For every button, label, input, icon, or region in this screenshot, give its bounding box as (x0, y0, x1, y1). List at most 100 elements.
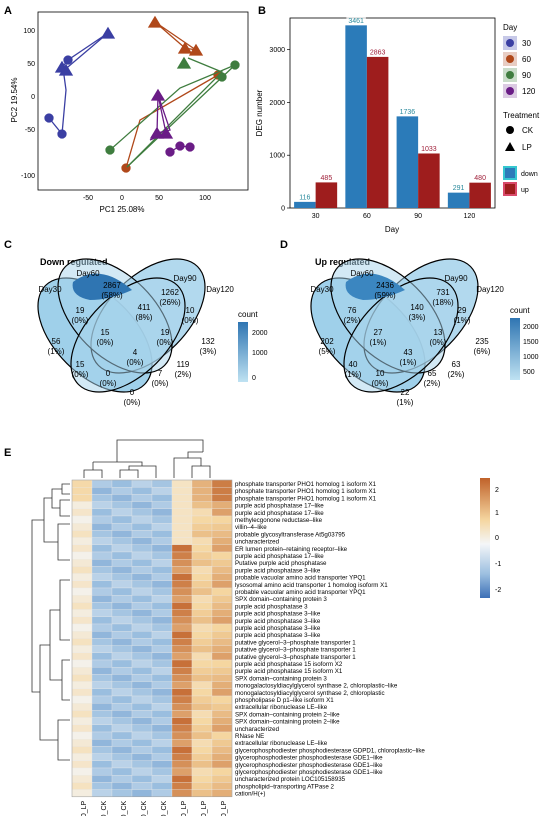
venn-up-pct: (0%) (430, 338, 447, 347)
pca-point-lp (177, 41, 193, 54)
heatmap-row-label: monogalactosyldiacylglycerol synthase 2,… (235, 683, 398, 690)
heatmap-cell (211, 674, 233, 682)
heatmap-cell (171, 789, 193, 797)
heatmap-cell (91, 515, 113, 524)
venn-down-pct: (58%) (101, 291, 123, 300)
heatmap-colorbar-tick: 2 (495, 487, 499, 494)
heatmap-cell (111, 595, 133, 603)
heatmap-cell (111, 487, 133, 495)
heatmap-cell (91, 703, 113, 711)
heatmap-cell (91, 551, 113, 560)
bar-data-label: 1736 (400, 109, 416, 116)
heatmap-cell (211, 566, 233, 574)
heatmap-cell (91, 746, 113, 754)
legend-day60-marker (506, 55, 514, 63)
heatmap-cell (131, 580, 153, 589)
legend-down-swatch (505, 168, 515, 178)
heatmap-cell (111, 695, 133, 704)
venn-up-pct: (1%) (454, 316, 471, 325)
heatmap-cell (71, 602, 93, 610)
heatmap-cell (171, 667, 193, 675)
heatmap-cell (91, 580, 113, 589)
heatmap-cell (211, 782, 233, 790)
heatmap-cell (171, 537, 193, 545)
heatmap-cell (131, 566, 153, 574)
panel-label-a: A (4, 5, 12, 17)
heatmap-column-label: 60_CK (121, 800, 128, 816)
heatmap-cell (71, 544, 93, 553)
venn-up-pct: (18%) (432, 298, 454, 307)
pca-x-ticks: -50 0 50 100 (83, 195, 211, 202)
venn-down-count: 132 (201, 337, 215, 346)
pca-point-lp (147, 15, 163, 28)
venn-down-pct: (0%) (72, 370, 89, 379)
venn-up-count: 13 (434, 328, 443, 337)
bar-up-90 (418, 153, 440, 208)
heatmap-cell (151, 782, 173, 790)
heatmap-cell (151, 609, 173, 617)
heatmap-cell (151, 623, 173, 632)
heatmap-cell (211, 760, 233, 769)
venn-up-count: 202 (320, 337, 334, 346)
heatmap-cell (111, 652, 133, 661)
heatmap-cell (211, 609, 233, 617)
heatmap-column-label: 30_LP (181, 800, 188, 816)
heatmap-cell (131, 537, 153, 545)
heatmap-cell (171, 710, 193, 718)
heatmap-cell (71, 753, 93, 761)
legend-day-label: 90 (522, 71, 531, 80)
venn-down-legend: count 2000 1000 0 (238, 310, 268, 382)
heatmap-colorbar: 2 1 0 -1 -2 (480, 478, 501, 598)
heatmap-cell (151, 746, 173, 754)
heatmap-cell (171, 609, 193, 617)
heatmap-cell (211, 659, 233, 668)
heatmap-cell (191, 515, 213, 524)
heatmap-cell (171, 753, 193, 761)
venn-down-pct: (0%) (72, 316, 89, 325)
heatmap-cell (171, 501, 193, 509)
legend-day90-marker (506, 71, 514, 79)
pca-point-lp (149, 126, 165, 139)
venn-down-pct: (3%) (200, 347, 217, 356)
pca-point-lp (100, 26, 116, 39)
pca-y-tick: 100 (23, 28, 35, 35)
venn-down-count: 2867 (103, 281, 121, 290)
heatmap-cell (131, 508, 153, 517)
venn-down-count: 119 (177, 360, 190, 369)
heatmap-cell (211, 667, 233, 675)
heatmap-cell (151, 638, 173, 646)
heatmap-cell (91, 645, 113, 653)
heatmap-row-label: phosphate transporter PHO1 homolog 1 iso… (235, 495, 377, 502)
pca-point-lp (150, 88, 166, 101)
heatmap-cell (91, 659, 113, 668)
venn-down (37, 258, 206, 393)
pca-point-ck (105, 145, 115, 155)
heatmap-cell (151, 595, 173, 603)
heatmap-cell (211, 645, 233, 653)
heatmap-cell (131, 652, 153, 661)
venn-up-legend-tick: 500 (523, 369, 535, 376)
venn-down-legend-tick: 0 (252, 375, 256, 382)
heatmap-cell (211, 739, 233, 747)
heatmap-cell (151, 681, 173, 689)
heatmap-cell (71, 580, 93, 589)
heatmap-cell (151, 544, 173, 553)
bar-label-bg (397, 106, 418, 116)
heatmap-cell (111, 739, 133, 747)
venn-down-pct: (26%) (159, 298, 181, 307)
heatmap-cell (91, 775, 113, 783)
heatmap-cell (171, 659, 193, 668)
heatmap-cell (111, 667, 133, 675)
heatmap-cell (191, 508, 213, 517)
heatmap-cell (191, 659, 213, 668)
heatmap-row-label: purple acid phosphatase 3–like (235, 567, 321, 574)
bar-y-tick-label: 0 (281, 206, 285, 213)
heatmap-cell (151, 717, 173, 725)
venn-down-pct: (1%) (48, 347, 65, 356)
panel-label-c: C (4, 239, 12, 251)
heatmap-cell (111, 587, 133, 596)
heatmap-cell (191, 710, 213, 718)
venn-up-count: 10 (376, 369, 385, 378)
heatmap-cell (211, 580, 233, 589)
heatmap-cell (111, 479, 133, 488)
